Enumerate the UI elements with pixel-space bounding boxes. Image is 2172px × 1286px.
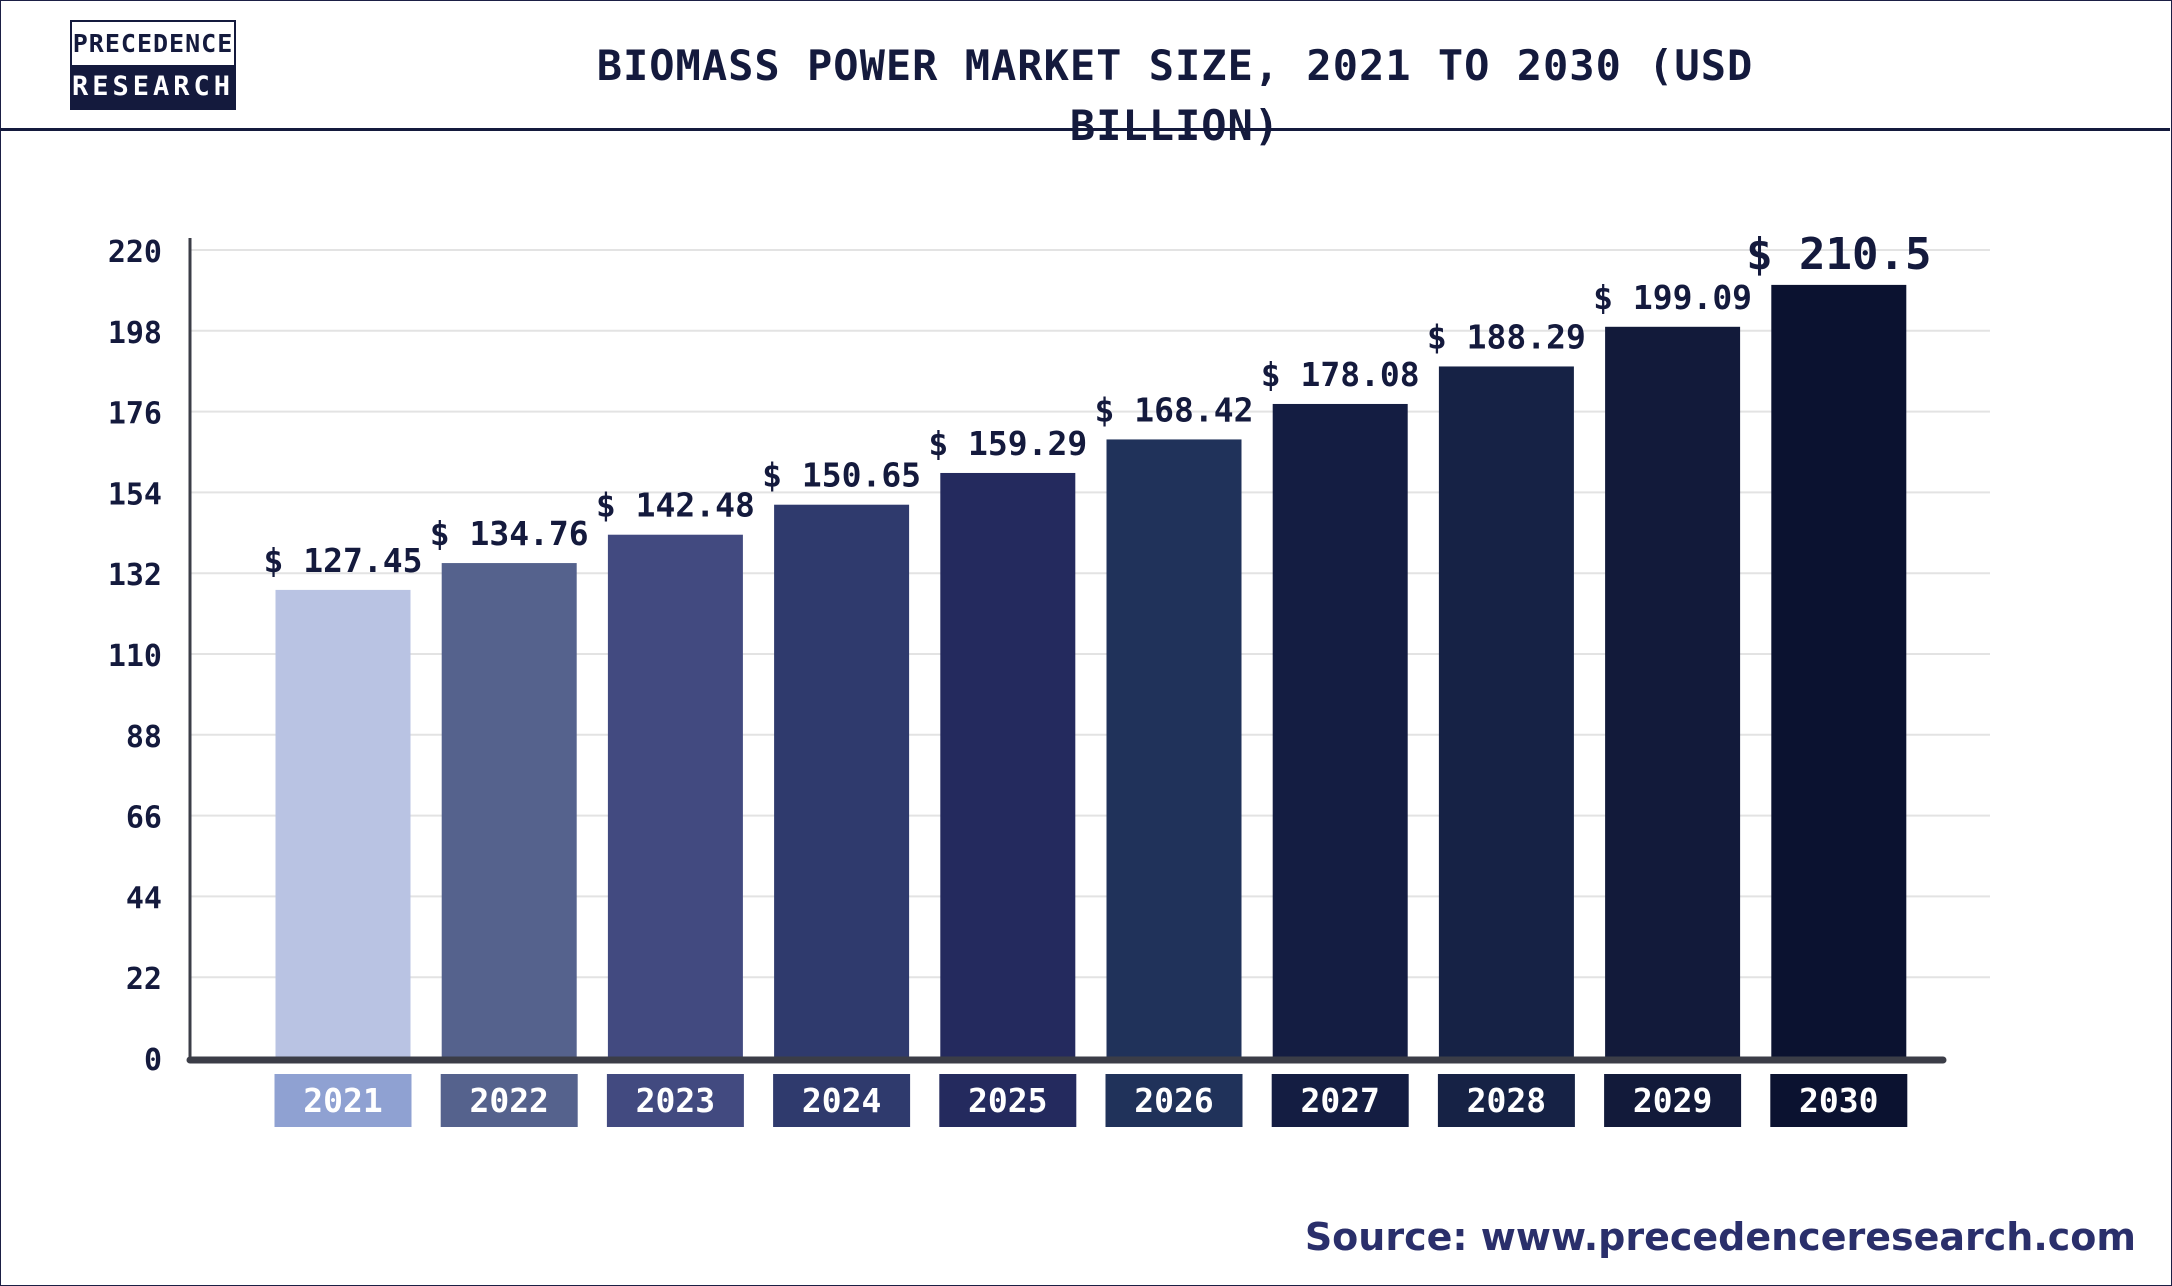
bar-2030 — [1771, 284, 1907, 1059]
y-tick-label: 154 — [108, 477, 162, 512]
x-category-box — [773, 1074, 911, 1127]
bar-2024 — [774, 504, 910, 1059]
x-category-box — [1770, 1074, 1908, 1127]
bar-value-label: $ 178.08 — [1261, 355, 1420, 394]
x-tick-label: 2024 — [802, 1081, 881, 1120]
x-category-box — [939, 1074, 1077, 1127]
x-tick-label: 2025 — [968, 1081, 1047, 1120]
y-tick-label: 0 — [144, 1043, 162, 1078]
bar-2022 — [441, 563, 577, 1058]
x-category-box — [1604, 1074, 1742, 1127]
bar-value-label: $ 150.65 — [762, 456, 921, 495]
bar-2021 — [275, 589, 411, 1058]
bar-value-label: $ 168.42 — [1095, 390, 1254, 429]
x-axis-categories: 2021 2022 2023 2024 2025 2026 2027 2028 2029 2030 — [274, 1074, 1908, 1127]
logo-text-bottom: RESEARCH — [72, 65, 234, 108]
bar-value-label: $ 142.48 — [596, 486, 755, 525]
bars — [275, 284, 1907, 1059]
y-tick-label: 132 — [108, 558, 162, 593]
source-note: Source: www.precedenceresearch.com — [1304, 1215, 2136, 1259]
x-category-box — [606, 1074, 744, 1127]
header: PRECEDENCE RESEARCH BIOMASS POWER MARKET… — [0, 0, 2170, 150]
x-tick-label: 2021 — [303, 1081, 382, 1120]
bar-value-label: $ 159.29 — [928, 424, 1087, 463]
bar-2027 — [1272, 403, 1408, 1059]
y-tick-label: 176 — [108, 397, 162, 432]
x-category-box — [1105, 1074, 1243, 1127]
x-category-box — [1437, 1074, 1575, 1127]
bar-value-label: $ 210.5 — [1746, 229, 1931, 280]
x-category-box — [274, 1074, 412, 1127]
chart-title: BIOMASS POWER MARKET SIZE, 2021 TO 2030 … — [596, 41, 1754, 150]
x-tick-label: 2027 — [1300, 1081, 1379, 1120]
logo-text-top: PRECEDENCE — [72, 29, 234, 58]
bar-value-labels: $ 127.45$ 134.76$ 142.48$ 150.65$ 159.29… — [264, 229, 1932, 580]
bar-2023 — [607, 534, 743, 1058]
x-tick-label: 2029 — [1633, 1081, 1712, 1120]
bar-2029 — [1605, 326, 1741, 1058]
bar-value-label: $ 188.29 — [1427, 317, 1586, 356]
brand-logo: PRECEDENCE RESEARCH — [70, 20, 236, 110]
y-tick-label: 220 — [108, 235, 162, 270]
x-tick-label: 2028 — [1467, 1081, 1546, 1120]
bar-value-label: $ 134.76 — [430, 514, 589, 553]
x-category-box — [1271, 1074, 1409, 1127]
y-tick-label: 198 — [108, 316, 162, 351]
x-tick-label: 2030 — [1799, 1081, 1878, 1120]
x-tick-label: 2026 — [1134, 1081, 1213, 1120]
y-tick-label: 110 — [108, 639, 162, 674]
bar-2026 — [1106, 439, 1242, 1058]
bar-value-label: $ 199.09 — [1593, 278, 1752, 317]
x-tick-label: 2022 — [469, 1081, 548, 1120]
y-tick-label: 66 — [126, 801, 162, 836]
bar-2025 — [940, 472, 1076, 1058]
y-tick-label: 88 — [126, 720, 162, 755]
y-axis-ticks: 0 22 44 66 88 110 132 154 176 198 220 — [108, 235, 162, 1078]
bar-2028 — [1438, 366, 1574, 1059]
x-category-box — [440, 1074, 578, 1127]
x-tick-label: 2023 — [636, 1081, 715, 1120]
y-tick-label: 22 — [126, 962, 162, 997]
y-tick-label: 44 — [126, 881, 162, 916]
bar-value-label: $ 127.45 — [264, 541, 423, 580]
